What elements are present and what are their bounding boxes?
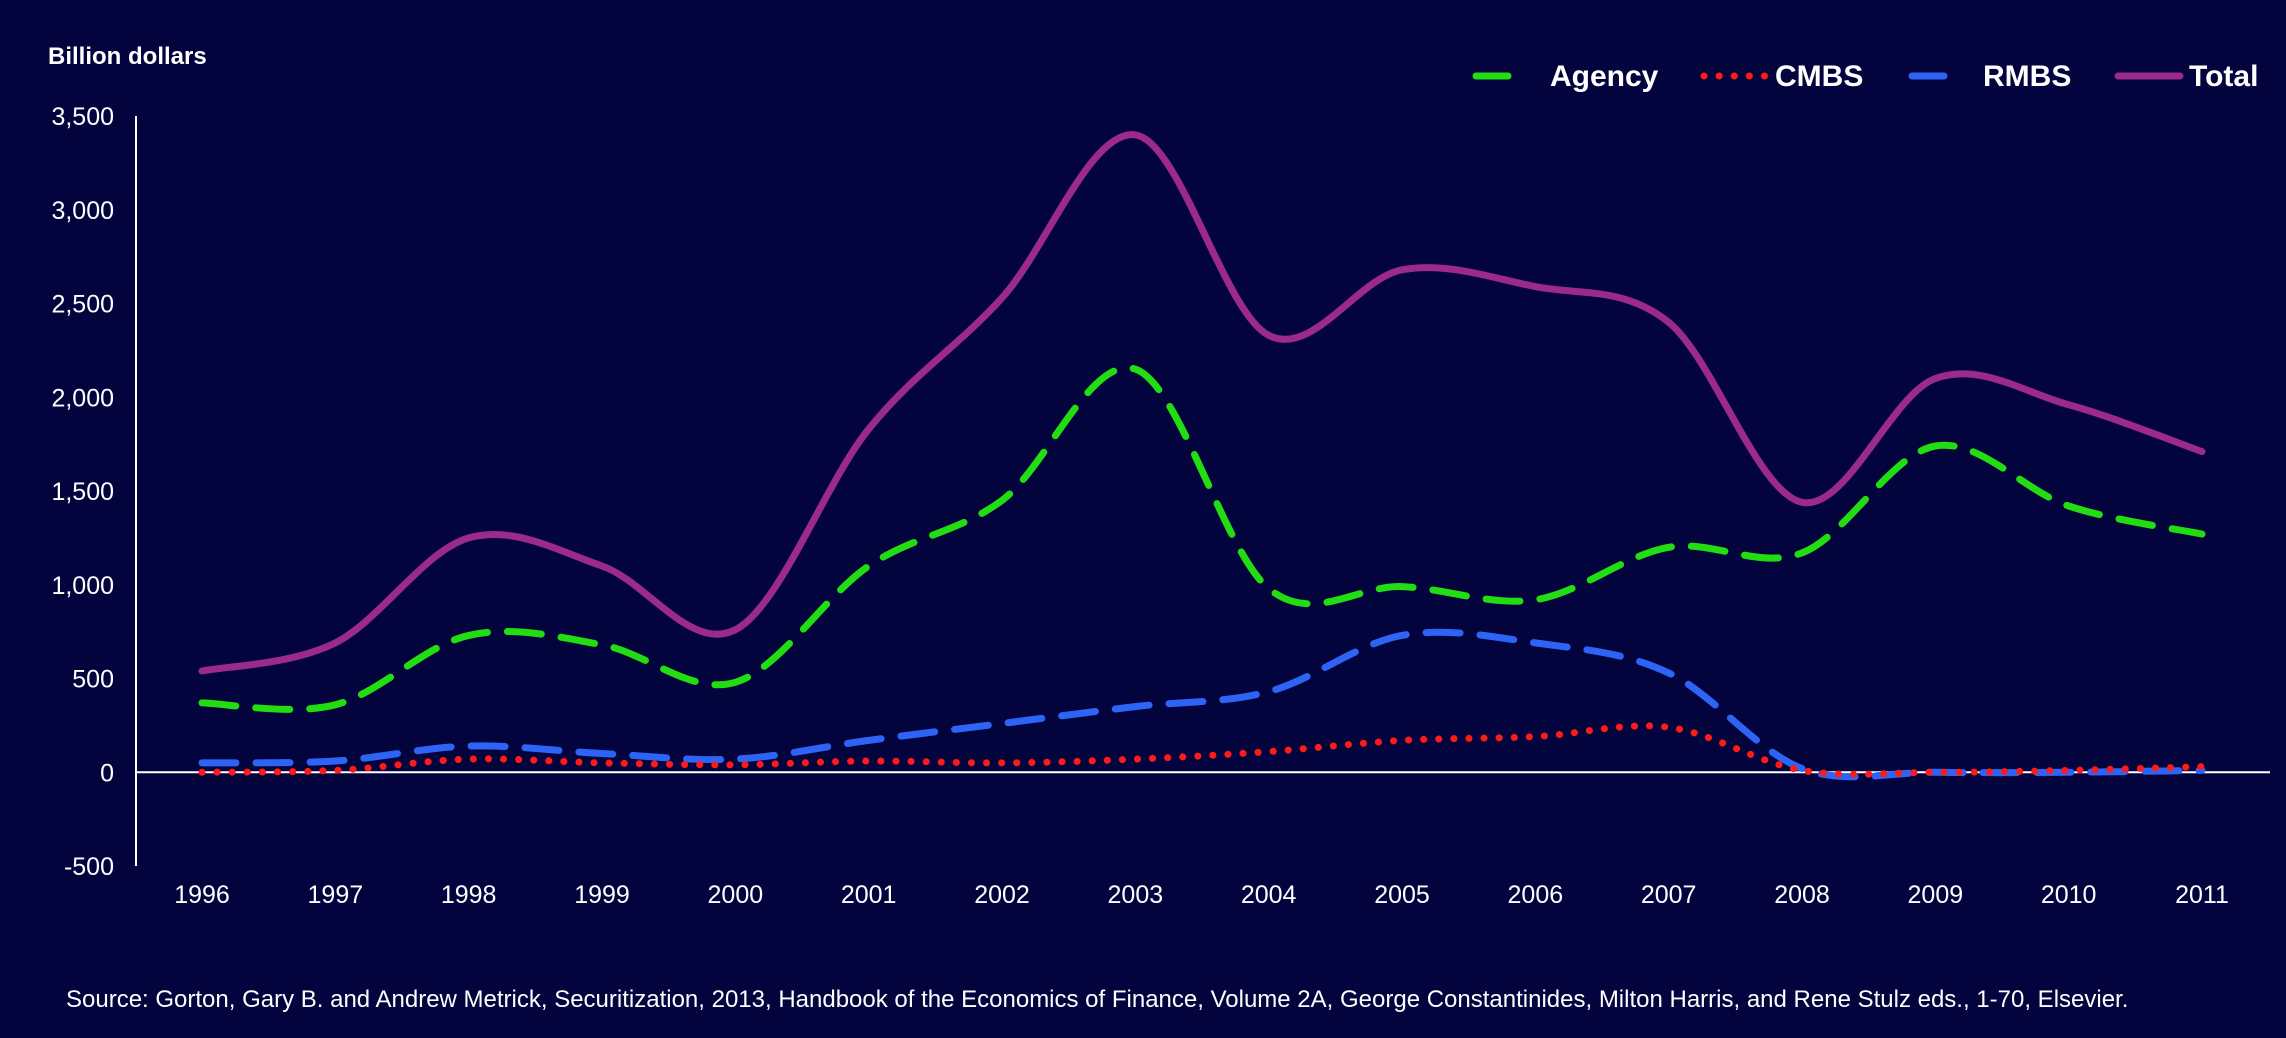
legend-label-cmbs: CMBS	[1775, 60, 1863, 93]
legend-label-agency: Agency	[1550, 60, 1659, 93]
series-line-agency	[198, 364, 2206, 713]
series-line-rmbs	[198, 628, 2206, 781]
series-lines	[198, 131, 2206, 781]
x-tick-label: 2004	[1241, 881, 1297, 909]
y-tick-label: -500	[64, 853, 114, 881]
x-tick-label: 2005	[1374, 881, 1430, 909]
y-tick-label: 2,000	[51, 384, 114, 412]
x-tick-label: 1996	[174, 881, 230, 909]
x-tick-label: 1998	[441, 881, 497, 909]
x-tick-label: 2010	[2041, 881, 2097, 909]
x-tick-label: 2009	[1908, 881, 1964, 909]
legend-label-rmbs: RMBS	[1983, 60, 2071, 93]
x-tick-label: 2000	[708, 881, 764, 909]
y-tick-label: 0	[100, 759, 114, 787]
source-note: Source: Gorton, Gary B. and Andrew Metri…	[66, 986, 2129, 1013]
y-tick-label: 500	[72, 666, 114, 694]
y-tick-labels: -500 0 500 1,000 1,500 2,000 2,500 3,000 3,500	[51, 103, 114, 881]
y-tick-label: 2,500	[51, 291, 114, 319]
x-tick-label: 1997	[308, 881, 364, 909]
y-tick-label: 3,000	[51, 197, 114, 225]
x-tick-labels: 1996 1997 1998 1999 2000 2001 2002 2003 2004 2005…	[174, 881, 2229, 909]
y-tick-label: 1,500	[51, 478, 114, 506]
x-tick-label: 2008	[1774, 881, 1830, 909]
x-tick-label: 2003	[1108, 881, 1164, 909]
y-tick-label: 3,500	[51, 103, 114, 131]
series-line-cmbs	[198, 722, 2206, 778]
x-tick-label: 2002	[974, 881, 1030, 909]
x-tick-label: 2007	[1641, 881, 1697, 909]
x-tick-label: 2006	[1508, 881, 1564, 909]
x-tick-label: 1999	[574, 881, 630, 909]
x-tick-label: 2001	[841, 881, 897, 909]
legend-label-total: Total	[2189, 60, 2258, 93]
y-tick-label: 1,000	[51, 572, 114, 600]
series-line-total	[198, 131, 2206, 675]
legend: Agency CMBS RMBS Total	[1472, 60, 2258, 93]
x-tick-label: 2011	[2175, 881, 2229, 909]
y-axis-title: Billion dollars	[48, 43, 207, 70]
